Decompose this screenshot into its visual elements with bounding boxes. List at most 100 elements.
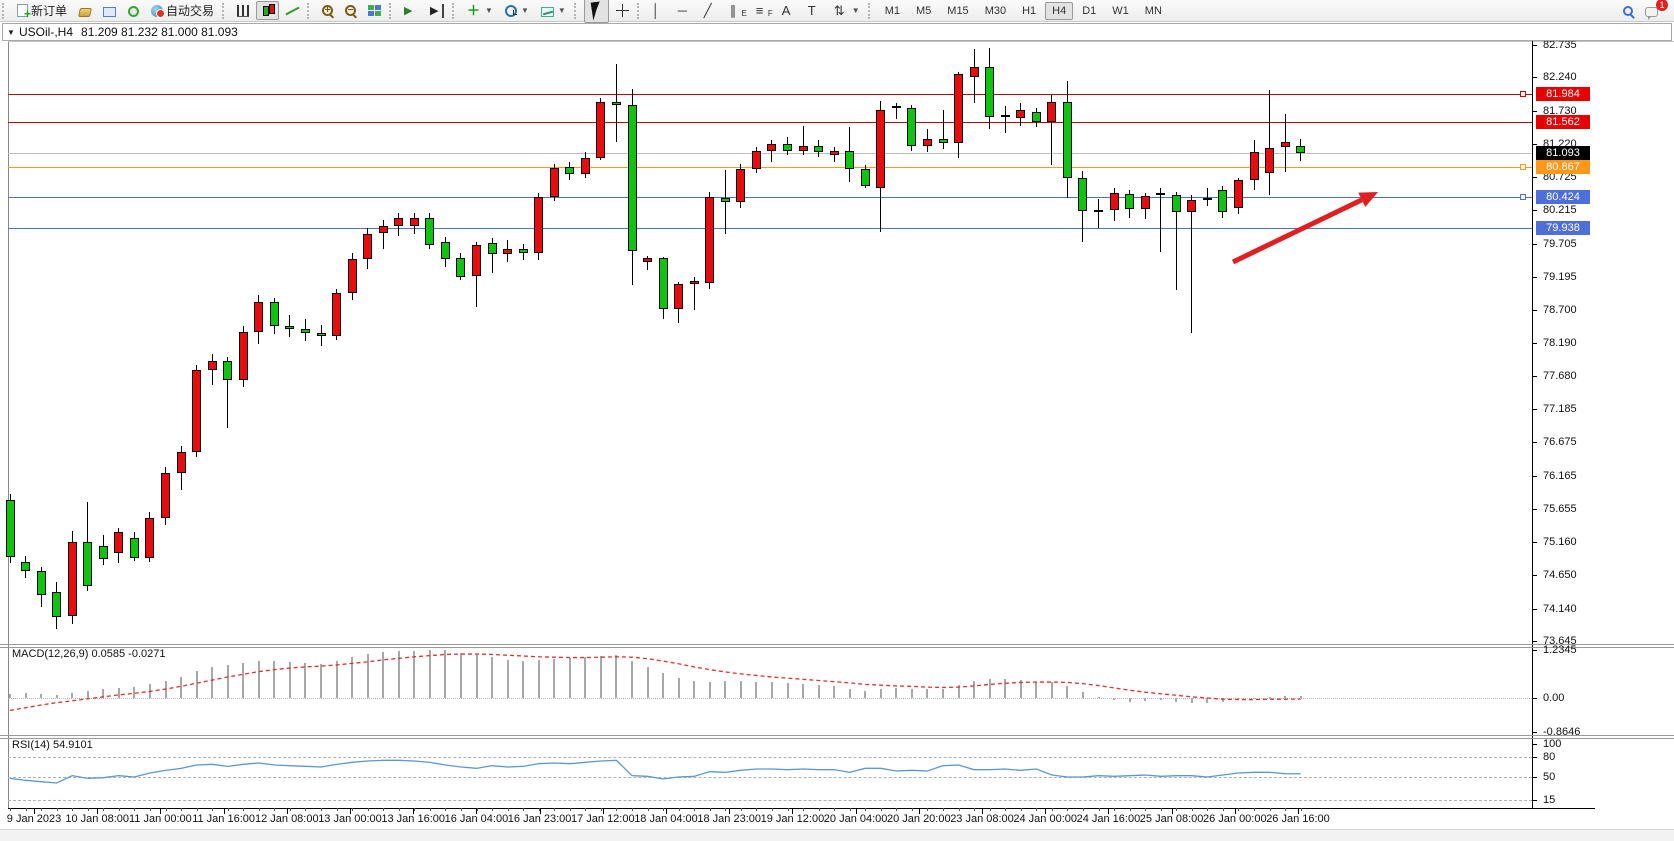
timeframe-button-h4[interactable]: H4 bbox=[1045, 1, 1074, 20]
macd-splitter-top[interactable] bbox=[0, 644, 1674, 645]
macd-histogram-bar bbox=[366, 654, 369, 698]
candle-body bbox=[487, 243, 497, 255]
time-axis-label: 18 Jan 04:00 bbox=[634, 813, 698, 825]
time-major-tick bbox=[792, 808, 794, 814]
candle-wick bbox=[1206, 188, 1208, 206]
price-axis-line bbox=[1532, 41, 1533, 809]
time-minor-tick bbox=[616, 808, 618, 811]
periods-button[interactable]: ▼ bbox=[500, 1, 534, 20]
horizontal-line-object[interactable] bbox=[8, 167, 1532, 169]
vertical-line-button[interactable]: │ bbox=[647, 1, 671, 21]
chart-collapse-button[interactable]: ▼ bbox=[7, 27, 15, 37]
chevron-down-icon[interactable]: ▼ bbox=[557, 6, 566, 15]
time-major-tick bbox=[1108, 808, 1110, 814]
time-minor-tick bbox=[974, 808, 976, 811]
tile-windows-button[interactable] bbox=[363, 1, 386, 20]
time-major-tick bbox=[1045, 808, 1047, 814]
chart-title-bar: ▼ USOil-,H4 81.209 81.232 81.000 81.093 bbox=[2, 23, 1672, 41]
rsi-level-line bbox=[8, 800, 1532, 802]
time-axis-label: 11 Jan 16:00 bbox=[192, 813, 255, 825]
hline-drag-marker[interactable] bbox=[1520, 91, 1526, 98]
notifications-button[interactable]: 1 bbox=[1640, 0, 1668, 20]
horizontal-line-button[interactable]: ─ bbox=[673, 1, 697, 21]
candlestick-button[interactable] bbox=[256, 1, 280, 20]
text-button[interactable]: A bbox=[777, 1, 801, 21]
chevron-down-icon[interactable]: ▼ bbox=[485, 6, 493, 15]
candle-body bbox=[300, 329, 310, 334]
candle-body bbox=[98, 545, 108, 560]
timeframe-button-m30[interactable]: M30 bbox=[984, 4, 1007, 17]
auto-scroll-button[interactable]: ▶ bbox=[399, 1, 423, 21]
hline-drag-marker[interactable] bbox=[1520, 164, 1526, 171]
time-minor-tick bbox=[181, 808, 183, 811]
horizontal-line-object[interactable] bbox=[8, 121, 1532, 123]
price-tick bbox=[1532, 45, 1537, 46]
label-button[interactable]: T bbox=[803, 1, 827, 21]
chevron-down-icon[interactable]: ▼ bbox=[520, 6, 529, 15]
autotrading-icon bbox=[151, 5, 166, 18]
horizontal-line-object[interactable] bbox=[8, 196, 1532, 198]
fibonacci-button[interactable]: ≡ F bbox=[751, 1, 775, 21]
candle-body bbox=[5, 499, 15, 558]
templates-button[interactable]: ▼ bbox=[536, 2, 571, 20]
macd-axis-tick bbox=[1532, 650, 1537, 651]
channel-button[interactable]: ∥ E bbox=[725, 1, 749, 21]
timeframe-button-w1[interactable]: W1 bbox=[1112, 4, 1129, 17]
line-chart-button[interactable] bbox=[281, 1, 304, 20]
timeframe-button-d1[interactable]: D1 bbox=[1082, 4, 1097, 17]
time-minor-tick bbox=[196, 808, 198, 811]
macd-splitter-bottom[interactable] bbox=[0, 647, 1674, 648]
price-tick bbox=[1532, 309, 1537, 311]
indicators-button[interactable]: ＋ ▼ bbox=[462, 1, 498, 21]
hline-drag-marker[interactable] bbox=[1520, 193, 1526, 200]
time-major-tick bbox=[982, 808, 983, 814]
macd-histogram-bar bbox=[708, 681, 711, 698]
data-window-button[interactable] bbox=[98, 2, 121, 20]
new-order-button[interactable]: 新订单 bbox=[12, 0, 72, 22]
autotrading-button[interactable]: 自动交易 bbox=[146, 0, 219, 22]
macd-histogram-bar bbox=[351, 657, 354, 698]
time-axis-label: 20 Jan 04:00 bbox=[823, 813, 888, 825]
toolbar-group: ＋ ▼ ▼ ▼ bbox=[450, 0, 572, 22]
zoom-in-button[interactable]: + bbox=[317, 2, 338, 19]
time-minor-tick bbox=[911, 808, 913, 811]
rsi-splitter-bottom[interactable] bbox=[0, 738, 1674, 739]
price-tick bbox=[1532, 408, 1537, 410]
cursor-button[interactable] bbox=[583, 0, 609, 23]
candle-body bbox=[1171, 194, 1181, 212]
chart-shift-icon: ▶ bbox=[430, 3, 445, 18]
timeframe-button-mn[interactable]: MN bbox=[1144, 4, 1162, 17]
auto-scroll-icon: ▶ bbox=[404, 4, 413, 17]
macd-histogram-bar bbox=[413, 650, 416, 698]
chart-shift-button[interactable]: ▶ bbox=[425, 1, 449, 21]
market-watch-button[interactable] bbox=[74, 2, 96, 20]
chevron-down-icon[interactable]: ▼ bbox=[851, 6, 860, 15]
price-tick bbox=[1532, 243, 1537, 245]
horizontal-line-object[interactable] bbox=[8, 228, 1532, 230]
horizontal-line-object[interactable] bbox=[8, 94, 1532, 96]
crosshair-button[interactable] bbox=[611, 1, 634, 20]
trendline-button[interactable]: ╱ bbox=[699, 1, 723, 21]
arrows-button[interactable]: ⇅ ▼ bbox=[829, 1, 865, 21]
timeframe-button-m1[interactable]: M1 bbox=[884, 4, 900, 17]
rsi-splitter-top[interactable] bbox=[0, 735, 1674, 736]
toolbar-group: │ ─ ╱ ∥ E ≡ F A T ⇅ ▼ bbox=[635, 0, 866, 22]
candle-body bbox=[845, 150, 855, 169]
macd-histogram-bar bbox=[615, 655, 618, 698]
time-minor-tick bbox=[41, 808, 43, 811]
macd-histogram-bar bbox=[102, 689, 105, 698]
timeframe-button-h1[interactable]: H1 bbox=[1022, 4, 1037, 17]
search-button[interactable] bbox=[1618, 3, 1638, 19]
candle-body bbox=[363, 233, 373, 260]
time-major-tick bbox=[1171, 808, 1173, 814]
signals-button[interactable] bbox=[123, 2, 144, 20]
time-major-tick bbox=[602, 808, 604, 814]
timeframe-button-m15[interactable]: M15 bbox=[947, 4, 969, 17]
trend-arrow-object[interactable] bbox=[1231, 197, 1363, 265]
bar-chart-button[interactable] bbox=[232, 1, 254, 20]
macd-histogram-bar bbox=[382, 652, 385, 698]
timeframe-button-m5[interactable]: M5 bbox=[916, 4, 932, 17]
price-tick bbox=[1532, 475, 1537, 477]
zoom-out-button[interactable]: − bbox=[340, 2, 361, 19]
